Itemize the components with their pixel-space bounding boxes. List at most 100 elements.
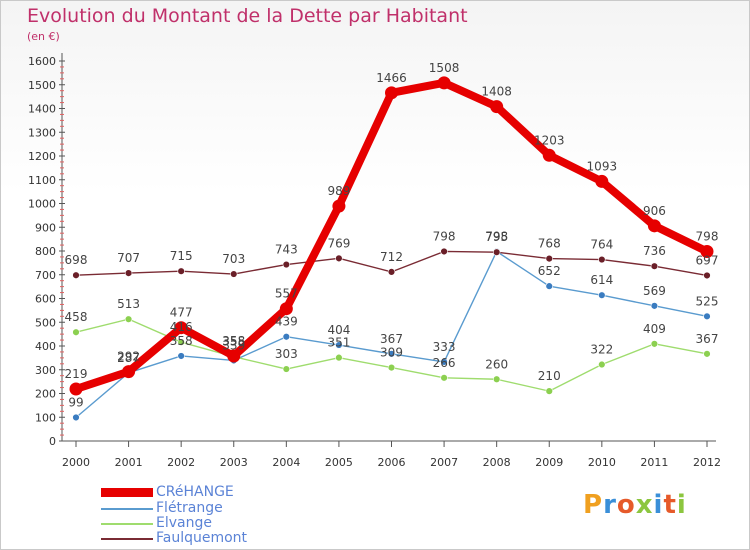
data-point: [542, 148, 556, 162]
y-tick-label: 1400: [28, 103, 56, 116]
x-tick-label: 2004: [272, 456, 300, 469]
data-label: 798: [433, 229, 456, 243]
data-point: [650, 340, 659, 348]
data-point: [490, 100, 504, 114]
data-label: 266: [433, 356, 456, 370]
y-tick-label: 1600: [28, 55, 56, 68]
data-label: 458: [65, 310, 88, 324]
data-label: 652: [538, 264, 561, 278]
x-tick-label: 2003: [220, 456, 248, 469]
data-point: [72, 328, 80, 336]
data-point: [230, 270, 238, 278]
data-label: 1093: [587, 159, 618, 173]
data-label: 698: [65, 253, 88, 267]
x-tick-label: 2002: [167, 456, 195, 469]
legend-swatch: [101, 523, 153, 525]
data-point: [545, 387, 553, 395]
data-point: [69, 382, 83, 396]
logo-letter: x: [635, 490, 654, 520]
data-point: [227, 349, 241, 363]
data-label: 703: [222, 252, 245, 266]
data-point: [72, 413, 80, 422]
unit-label: (en €): [27, 30, 60, 43]
y-tick-label: 600: [35, 293, 56, 306]
data-point: [703, 312, 711, 321]
data-label: 355: [222, 335, 245, 349]
y-tick-label: 900: [35, 221, 56, 234]
data-label: 1466: [376, 71, 407, 85]
logo-letter: P: [583, 490, 604, 520]
y-tick-label: 0: [49, 435, 56, 448]
data-label: 309: [380, 346, 403, 360]
data-point: [700, 244, 714, 258]
data-point: [387, 363, 396, 372]
data-label: 367: [380, 332, 403, 346]
y-tick-label: 100: [35, 411, 56, 424]
data-label: 1203: [534, 133, 565, 147]
data-point: [124, 269, 133, 277]
data-label: 292: [117, 350, 140, 364]
y-tick-label: 1100: [28, 174, 56, 187]
logo-letter: o: [616, 490, 636, 520]
data-point: [177, 267, 185, 275]
data-label: 906: [643, 204, 666, 218]
logo-letter: t: [663, 490, 677, 520]
legend-label: CRéHANGE: [156, 484, 234, 500]
chart-title: Evolution du Montant de la Dette par Hab…: [27, 5, 468, 27]
data-point: [124, 315, 133, 323]
data-point: [598, 360, 606, 369]
data-label: 707: [117, 251, 140, 265]
y-tick-label: 300: [35, 364, 56, 377]
data-label: 715: [170, 249, 193, 263]
data-point: [598, 255, 606, 264]
data-point: [385, 86, 398, 100]
data-point: [650, 262, 659, 270]
legend-label: Faulquemont: [156, 530, 248, 546]
y-tick-label: 500: [35, 316, 56, 329]
data-label: 404: [327, 323, 350, 337]
data-label: 333: [433, 340, 456, 354]
data-label: 477: [170, 306, 193, 320]
data-point: [647, 219, 661, 233]
data-label: 557: [275, 287, 298, 301]
data-label: 409: [643, 322, 666, 336]
data-label: 358: [170, 334, 193, 348]
x-tick-label: 2010: [588, 456, 616, 469]
data-label: 525: [696, 294, 719, 308]
x-tick-label: 2008: [483, 456, 511, 469]
y-tick-label: 700: [35, 269, 56, 282]
data-label: 416: [170, 320, 193, 334]
proxiti-logo: Proxiti: [583, 490, 687, 520]
data-label: 303: [275, 347, 298, 361]
data-label: 260: [485, 357, 508, 371]
data-label: 614: [590, 273, 613, 287]
data-point: [335, 254, 343, 263]
data-label: 1508: [429, 61, 460, 75]
data-point: [437, 76, 451, 90]
data-point: [440, 358, 448, 366]
data-label: 798: [485, 229, 508, 243]
data-point: [598, 291, 606, 299]
data-label: 513: [117, 297, 140, 311]
data-label: 989: [327, 184, 350, 198]
data-point: [279, 302, 293, 316]
data-label: 287: [117, 351, 140, 365]
data-point: [174, 321, 188, 335]
y-tick-label: 800: [35, 245, 56, 258]
data-label: 764: [590, 238, 613, 252]
data-label: 219: [65, 367, 88, 381]
logo-letter: i: [676, 490, 687, 520]
y-tick-label: 200: [35, 388, 56, 401]
data-label: 697: [696, 253, 719, 267]
data-point: [335, 341, 343, 349]
data-label: 99: [68, 395, 83, 409]
data-point: [492, 248, 501, 256]
data-point: [492, 375, 501, 383]
x-tick-label: 2009: [535, 456, 563, 469]
legend-swatch: [101, 488, 153, 497]
data-point: [332, 199, 346, 213]
data-label: 743: [275, 243, 298, 257]
x-tick-label: 2000: [62, 456, 90, 469]
y-tick-label: 1300: [28, 126, 56, 139]
